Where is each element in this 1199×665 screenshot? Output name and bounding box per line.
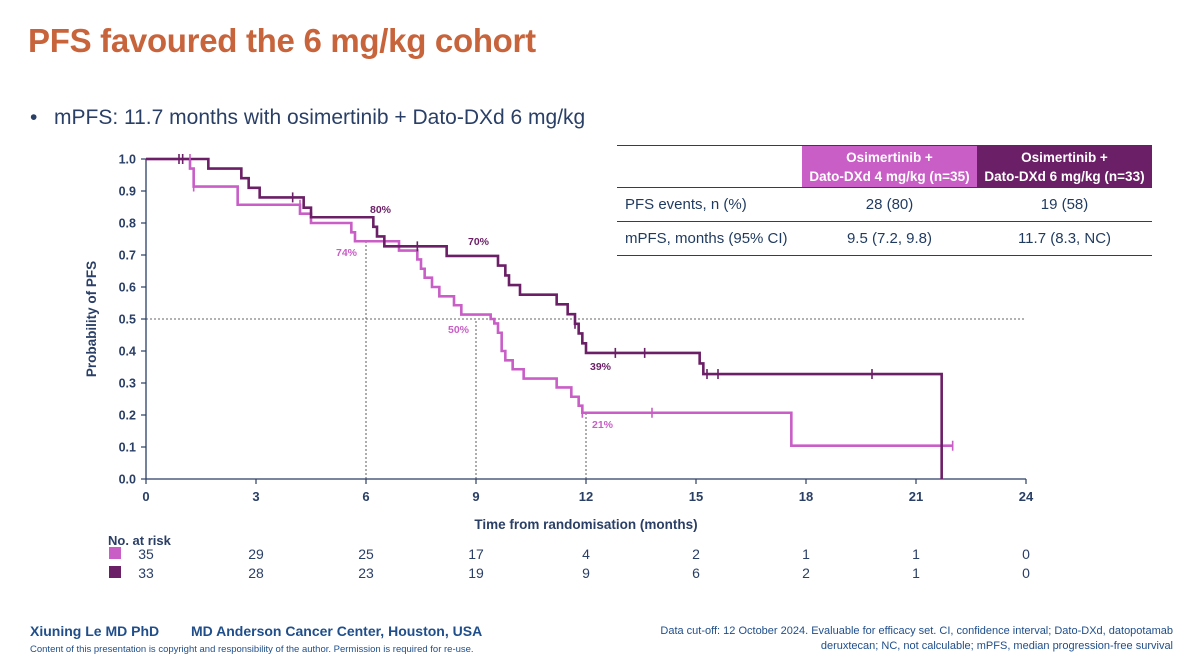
y-tick-label: 0.0 xyxy=(119,473,136,487)
header-dose6-line2: Dato-DXd 6 mg/kg (n=33) xyxy=(984,169,1145,184)
y-tick-label: 0.8 xyxy=(119,217,136,231)
header-dose6-line1: Osimertinib + xyxy=(1021,150,1108,165)
landmark-label-dose6: 70% xyxy=(468,236,490,248)
x-axis-title: Time from randomisation (months) xyxy=(474,517,697,532)
km-curve-dose6 xyxy=(146,157,943,479)
row-label: PFS events, n (%) xyxy=(625,196,747,213)
x-tick-label: 3 xyxy=(252,489,259,504)
y-tick-label: 0.1 xyxy=(119,441,136,455)
risk-count-dose6: 2 xyxy=(802,565,810,581)
x-tick-label: 15 xyxy=(689,489,703,504)
risk-count-dose6: 9 xyxy=(582,565,590,581)
y-tick-label: 0.6 xyxy=(119,281,136,295)
km-curve-dose4 xyxy=(146,157,953,448)
landmark-label-dose6: 80% xyxy=(370,204,392,216)
y-tick-label: 0.4 xyxy=(119,345,136,359)
risk-count-dose6: 6 xyxy=(692,565,700,581)
risk-count-dose4: 0 xyxy=(1022,546,1030,562)
y-tick-label: 0.5 xyxy=(119,313,136,327)
x-tick-label: 9 xyxy=(472,489,479,504)
risk-count-dose6: 28 xyxy=(248,565,264,581)
risk-count-dose4: 2 xyxy=(692,546,700,562)
risk-count-dose6: 19 xyxy=(468,565,484,581)
risk-count-dose6: 23 xyxy=(358,565,374,581)
y-tick-label: 0.7 xyxy=(119,249,136,263)
risk-legend-swatch-dose6 xyxy=(109,566,121,578)
y-tick-label: 0.3 xyxy=(119,377,136,391)
x-tick-label: 0 xyxy=(142,489,149,504)
risk-count-dose4: 1 xyxy=(912,546,920,562)
cell-dose4: 9.5 (7.2, 9.8) xyxy=(846,230,933,247)
bullet-point: • mPFS: 11.7 months with osimertinib + Da… xyxy=(30,106,585,130)
author-name: Xiuning Le MD PhD xyxy=(30,623,160,639)
landmark-label-dose4: 21% xyxy=(592,419,614,431)
y-tick-label: 0.2 xyxy=(119,409,136,423)
abbreviations-note: Data cut-off: 12 October 2024. Evaluable… xyxy=(660,625,1173,652)
bullet-dot: • xyxy=(30,106,38,129)
landmark-label-dose6: 39% xyxy=(590,361,612,373)
risk-count-dose4: 4 xyxy=(582,546,590,562)
slide-title: PFS favoured the 6 mg/kg cohort xyxy=(28,22,536,59)
footer-author-line: Xiuning Le MD PhD MD Anderson Cancer Cen… xyxy=(30,623,510,639)
header-dose4-line1: Osimertinib + xyxy=(846,150,933,165)
cell-dose6: 19 (58) xyxy=(1040,196,1089,213)
risk-count-dose6: 0 xyxy=(1022,565,1030,581)
landmark-label-dose4: 50% xyxy=(448,324,470,336)
risk-table-title: No. at risk xyxy=(108,533,172,548)
cell-dose6: 11.7 (8.3, NC) xyxy=(1017,230,1112,247)
risk-count-dose6: 33 xyxy=(138,565,154,581)
header-dose6: Osimertinib + Dato-DXd 6 mg/kg (n=33) xyxy=(977,146,1152,187)
x-tick-label: 21 xyxy=(909,489,923,504)
cell-dose4: 28 (80) xyxy=(865,196,914,213)
header-dose4: Osimertinib + Dato-DXd 4 mg/kg (n=35) xyxy=(802,146,977,187)
x-tick-label: 12 xyxy=(579,489,593,504)
copyright-note: Content of this presentation is copyrigh… xyxy=(30,644,474,655)
risk-count-dose4: 35 xyxy=(138,546,154,562)
landmark-label-dose4: 74% xyxy=(336,247,358,259)
row-label: mPFS, months (95% CI) xyxy=(625,230,788,247)
risk-count-dose6: 1 xyxy=(912,565,920,581)
bullet-text: mPFS: 11.7 months with osimertinib + Dat… xyxy=(54,106,586,129)
summary-table: Osimertinib + Dato-DXd 4 mg/kg (n=35) Os… xyxy=(617,145,1152,256)
x-tick-label: 18 xyxy=(799,489,813,504)
table-row: PFS events, n (%) 28 (80) 19 (58) xyxy=(617,187,1152,221)
risk-count-dose4: 29 xyxy=(248,546,264,562)
table-row: mPFS, months (95% CI) 9.5 (7.2, 9.8) 11.… xyxy=(617,221,1152,256)
institution-name: MD Anderson Cancer Center, Houston, USA xyxy=(191,623,483,639)
risk-count-dose4: 25 xyxy=(358,546,374,562)
risk-count-dose4: 1 xyxy=(802,546,810,562)
y-axis-title: Probability of PFS xyxy=(84,261,99,377)
header-dose4-line2: Dato-DXd 4 mg/kg (n=35) xyxy=(809,169,970,184)
x-tick-label: 24 xyxy=(1019,489,1034,504)
y-tick-label: 1.0 xyxy=(119,153,136,167)
x-tick-label: 6 xyxy=(362,489,369,504)
risk-count-dose4: 17 xyxy=(468,546,484,562)
y-tick-label: 0.9 xyxy=(119,185,136,199)
risk-legend-swatch-dose4 xyxy=(109,547,121,559)
table-header: Osimertinib + Dato-DXd 4 mg/kg (n=35) Os… xyxy=(617,145,1152,187)
